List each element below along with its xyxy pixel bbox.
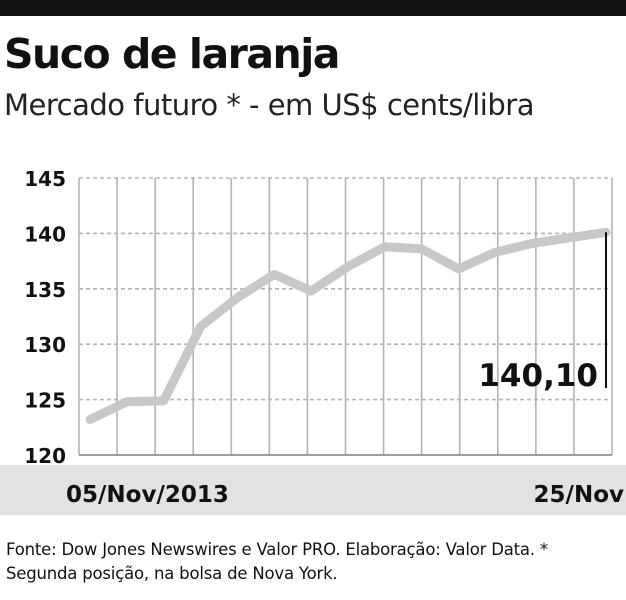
x-axis-band: [0, 465, 626, 515]
y-tick-label: 125: [24, 389, 66, 413]
y-tick-label: 135: [24, 278, 66, 302]
y-tick-label: 120: [24, 444, 66, 468]
x-tick-label-end: 25/Nov: [534, 482, 624, 508]
y-tick-label: 145: [24, 167, 66, 191]
y-tick-label: 130: [24, 333, 66, 357]
source-note: Fonte: Dow Jones Newswires e Valor PRO. …: [6, 540, 548, 583]
chart-title: Suco de laranja: [4, 30, 340, 78]
y-tick-label: 140: [24, 222, 66, 246]
chart-subtitle: Mercado futuro * - em US$ cents/libra: [4, 88, 534, 122]
top-rule: [0, 0, 626, 16]
x-tick-label-start: 05/Nov/2013: [66, 482, 229, 508]
annotation-label: 140,10: [478, 358, 598, 394]
